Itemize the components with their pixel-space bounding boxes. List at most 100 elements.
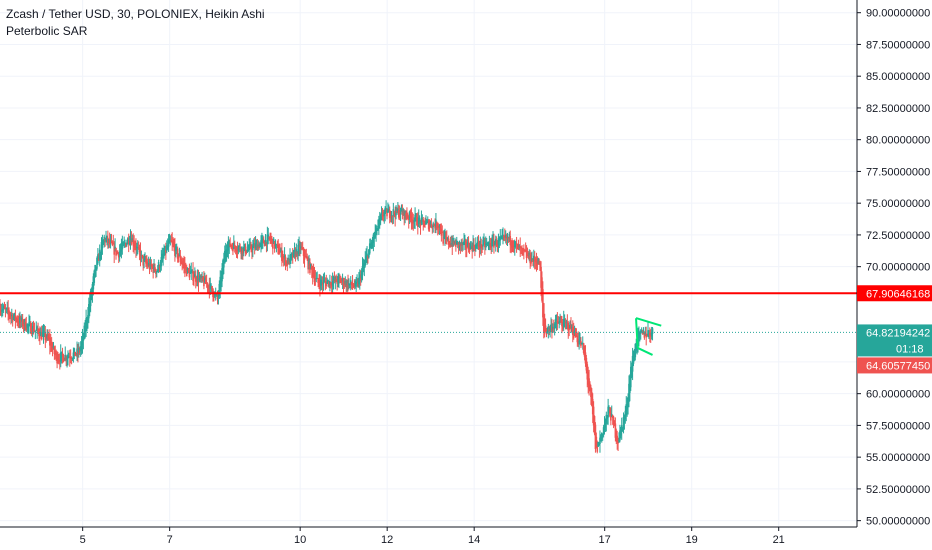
- candle-body: [153, 264, 155, 270]
- candle-body: [175, 248, 178, 250]
- candle-body: [455, 242, 457, 247]
- candle-body: [154, 267, 156, 272]
- candle-body: [116, 251, 118, 253]
- candle-body: [333, 280, 336, 282]
- bar-countdown-badge: 01:18: [896, 343, 924, 355]
- candle-body: [64, 354, 67, 360]
- candle-body: [67, 356, 69, 359]
- candle-body: [226, 249, 229, 252]
- candle-body: [571, 326, 573, 328]
- candle-body: [540, 266, 542, 288]
- candle-body: [484, 243, 487, 245]
- candle-body: [72, 352, 75, 359]
- symbol-title[interactable]: Zcash / Tether USD, 30, POLONIEX, Heikin…: [6, 7, 265, 21]
- candle-body: [242, 248, 244, 254]
- candle-body: [214, 294, 217, 296]
- candle-body: [103, 236, 106, 243]
- candle-body: [1, 308, 4, 311]
- candle-body: [147, 263, 150, 265]
- candle-body: [592, 406, 595, 426]
- candle-body: [368, 249, 370, 258]
- candle-body: [461, 243, 464, 246]
- candle-body: [608, 407, 610, 413]
- candle-body: [650, 332, 653, 336]
- candle-body: [369, 244, 372, 249]
- time-tick-label: 10: [294, 534, 306, 546]
- candle-body: [101, 240, 104, 249]
- candle-body: [624, 410, 627, 420]
- candle-body: [94, 264, 96, 277]
- resistance-price-badge: 67.90646168: [866, 288, 930, 300]
- candle-body: [643, 331, 646, 338]
- candle-body: [630, 366, 633, 378]
- candle-body: [237, 246, 240, 251]
- candle-body: [472, 242, 474, 249]
- candle-body: [259, 243, 261, 248]
- indicator-label[interactable]: Peterbolic SAR: [6, 24, 88, 38]
- candle-body: [115, 247, 117, 256]
- candle-body: [78, 347, 80, 353]
- candle-body: [37, 328, 39, 332]
- candle-body: [183, 263, 185, 265]
- candle-body: [390, 214, 393, 217]
- candle-body: [284, 256, 287, 266]
- candle-body: [359, 277, 362, 280]
- candle-body: [646, 335, 648, 337]
- candle-body: [242, 246, 245, 252]
- candle-body: [175, 246, 177, 251]
- candle-body: [79, 346, 82, 351]
- candle-body: [56, 353, 58, 364]
- candle-body: [467, 244, 470, 250]
- candle-body: [160, 257, 163, 267]
- candle-body: [177, 253, 180, 258]
- candle-body: [340, 280, 343, 282]
- candle-body: [81, 336, 84, 345]
- candle-body: [76, 348, 78, 355]
- candle-body: [372, 234, 375, 244]
- candle-body: [204, 279, 207, 284]
- candle-body: [254, 243, 257, 247]
- candle-body: [205, 281, 208, 284]
- candle-body: [629, 366, 632, 388]
- candle-body: [362, 265, 365, 271]
- price-tick-label: 52.50000000: [866, 484, 930, 496]
- candle-body: [127, 241, 130, 245]
- candle-body: [610, 413, 612, 421]
- time-tick-label: 14: [468, 534, 480, 546]
- candle-body: [513, 246, 515, 248]
- candle-body: [565, 322, 568, 324]
- candle-body: [243, 244, 246, 250]
- candle-body: [7, 308, 9, 313]
- candle-body: [427, 221, 430, 230]
- candle-body: [397, 210, 400, 218]
- candle-body: [635, 345, 638, 351]
- candle-body: [71, 358, 74, 360]
- candle-body: [322, 280, 325, 284]
- candle-body: [138, 247, 141, 253]
- candle-body: [434, 225, 436, 229]
- candle-body: [286, 261, 289, 266]
- candle-body: [446, 238, 449, 240]
- candle-body: [159, 265, 162, 268]
- price-axis[interactable]: 90.00000000 87.50000000 85.00000000 82.5000…: [857, 8, 930, 528]
- candle-body: [50, 342, 53, 351]
- candle-body: [137, 247, 140, 249]
- candle-body: [3, 308, 6, 310]
- candle-body: [91, 284, 94, 295]
- candle-body: [597, 442, 599, 447]
- candle-body: [33, 330, 36, 332]
- candle-body: [269, 237, 271, 240]
- time-axis[interactable]: 5 7 10 12 14 17 19 21: [80, 527, 785, 546]
- candle-body: [374, 231, 377, 238]
- candle-body: [141, 254, 144, 257]
- candle-body: [244, 246, 247, 254]
- candle-body: [107, 239, 110, 241]
- candle-body: [293, 250, 296, 254]
- candle-body: [349, 283, 351, 285]
- candle-body: [74, 351, 77, 356]
- candle-body: [407, 216, 409, 218]
- candle-body: [437, 226, 440, 229]
- candle-body: [61, 354, 64, 356]
- candle-body: [136, 247, 139, 249]
